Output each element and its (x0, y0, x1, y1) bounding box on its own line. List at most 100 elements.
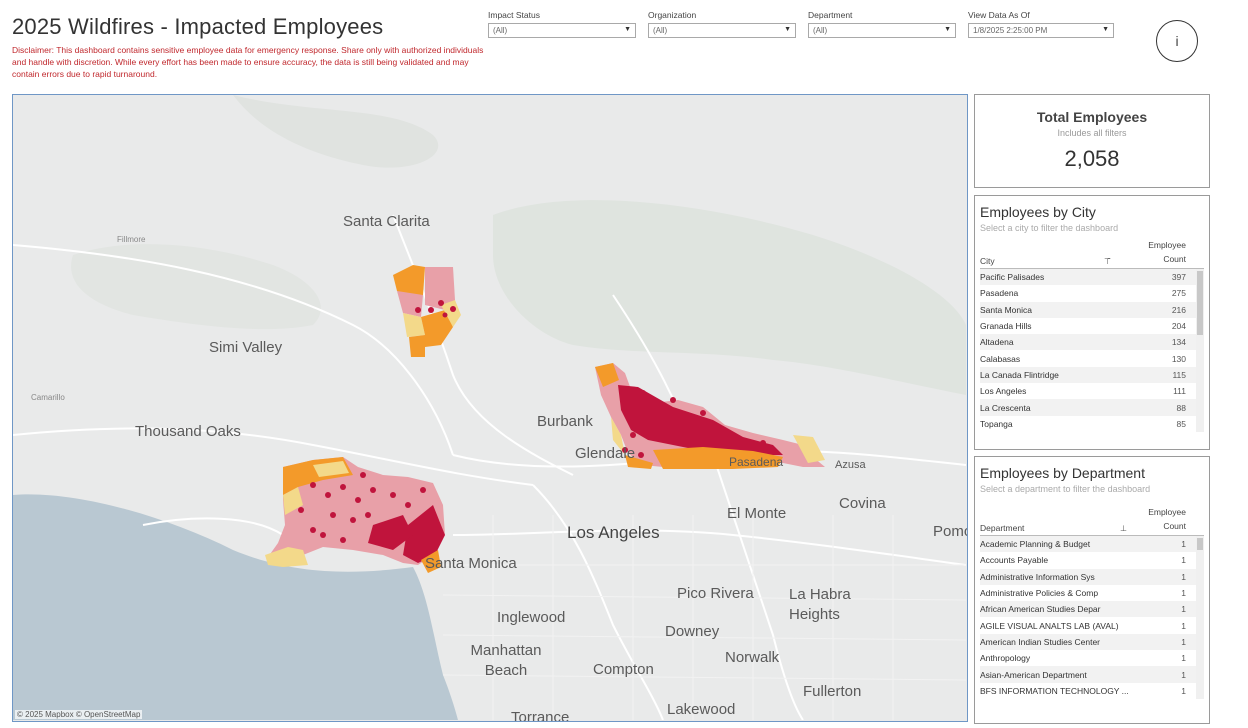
hill-shading (71, 244, 321, 330)
map-label-azusa: Azusa (835, 459, 866, 471)
department-count: 1 (1181, 604, 1186, 615)
table-row[interactable]: AGILE VISUAL ANALTS LAB (AVAL) 1 (980, 617, 1204, 633)
city-count: 85 (1176, 418, 1186, 429)
city-count: 204 (1171, 321, 1186, 332)
department-count: 1 (1181, 669, 1186, 680)
department-list-scrollbar[interactable] (1196, 536, 1204, 699)
department-count: 1 (1181, 588, 1186, 599)
city-count: 275 (1171, 288, 1186, 299)
department-name: AGILE VISUAL ANALTS LAB (AVAL) (980, 620, 1119, 631)
table-row[interactable]: Anthropology 1 (980, 650, 1204, 666)
department-select[interactable]: (All) ▼ (808, 23, 956, 38)
city-count-column-header[interactable]: Employee Count (1148, 240, 1186, 264)
map-label-burbank: Burbank (537, 413, 593, 430)
map-label-la-habra-heights: La Habra Heights (789, 586, 851, 623)
city-name: Pasadena (980, 288, 1019, 299)
map-label-pasadena: Pasadena (729, 455, 784, 469)
chevron-down-icon: ▼ (624, 26, 631, 33)
map-label-los-angeles: Los Angeles (567, 523, 660, 542)
table-row[interactable]: Granada Hills 204 (980, 318, 1204, 334)
total-employees-value: 2,058 (1064, 146, 1120, 171)
sort-icon[interactable]: ⊥ (1120, 524, 1127, 533)
city-name: Calabasas (980, 353, 1021, 364)
city-name: La Crescenta (980, 402, 1031, 413)
table-row[interactable]: Los Angeles 111 (980, 383, 1204, 399)
department-count: 1 (1181, 653, 1186, 664)
city-name: Granada Hills (980, 321, 1032, 332)
filter-view-data-as-of: View Data As Of 1/8/2025 2:25:00 PM ▼ (968, 10, 1114, 38)
total-employees-card: Total Employees Includes all filters 2,0… (974, 94, 1210, 188)
info-circle-icon[interactable]: i (1156, 20, 1198, 62)
fire-zone-eaton (595, 363, 825, 469)
impact-status-select[interactable]: (All) ▼ (488, 23, 636, 38)
table-row[interactable]: Academic Planning & Budget 1 (980, 536, 1204, 553)
city-name: Santa Monica (980, 304, 1032, 315)
map-attribution[interactable]: © 2025 Mapbox © OpenStreetMap (15, 710, 143, 719)
department-count: 1 (1181, 636, 1186, 647)
table-row[interactable]: Santa Monica 216 (980, 301, 1204, 318)
map-label-pomona: Pomona (933, 523, 967, 540)
select-value: 1/8/2025 2:25:00 PM (973, 26, 1048, 35)
department-name: Administrative Policies & Comp (980, 588, 1099, 599)
city-name: La Canada Flintridge (980, 369, 1059, 380)
map-label-inglewood: Inglewood (497, 609, 566, 626)
hill-shading (233, 95, 439, 168)
city-count: 397 (1171, 272, 1186, 283)
map-label-manhattan-beach: Manhattan Beach (470, 642, 542, 679)
department-name: African American Studies Depar (980, 604, 1101, 615)
department-count: 1 (1181, 555, 1186, 566)
filter-impact-status: Impact Status (All) ▼ (488, 10, 636, 38)
organization-select[interactable]: (All) ▼ (648, 23, 796, 38)
road-network (13, 214, 966, 720)
filter-organization: Organization (All) ▼ (648, 10, 796, 38)
scrollbar-thumb[interactable] (1197, 538, 1203, 550)
table-row[interactable]: Administrative Policies & Comp 1 (980, 585, 1204, 601)
table-row[interactable]: La Canada Flintridge 115 (980, 366, 1204, 384)
department-count-column-header[interactable]: Employee Count (1148, 507, 1186, 531)
city-name: Pacific Palisades (980, 272, 1045, 283)
table-row[interactable]: Topanga 85 (980, 416, 1204, 432)
table-row[interactable]: Pasadena 275 (980, 285, 1204, 301)
table-row[interactable]: Accounts Payable 1 (980, 552, 1204, 568)
table-row[interactable]: Asian-American Department 1 (980, 666, 1204, 683)
department-list: Academic Planning & Budget 1 Accounts Pay… (980, 536, 1204, 699)
table-row[interactable]: BFS INFORMATION TECHNOLOGY ... 1 (980, 683, 1204, 699)
city-count: 88 (1176, 402, 1186, 413)
map-label-norwalk: Norwalk (725, 649, 780, 666)
department-count: 1 (1181, 571, 1186, 582)
table-row[interactable]: African American Studies Depar 1 (980, 601, 1204, 618)
filter-label: View Data As Of (968, 10, 1030, 20)
city-list-scrollbar[interactable] (1196, 269, 1204, 432)
city-count: 111 (1173, 386, 1186, 397)
scrollbar-thumb[interactable] (1197, 271, 1203, 335)
map-label-camarillo: Camarillo (31, 393, 65, 402)
department-count: 1 (1181, 539, 1186, 550)
map-label-lakewood: Lakewood (667, 701, 736, 718)
table-row[interactable]: American Indian Studies Center 1 (980, 633, 1204, 651)
table-row[interactable]: La Crescenta 88 (980, 399, 1204, 416)
map-label-simi-valley: Simi Valley (209, 339, 283, 356)
city-card-title: Employees by City (980, 204, 1096, 220)
table-row[interactable]: Pacific Palisades 397 (980, 269, 1204, 286)
filter-department: Department (All) ▼ (808, 10, 956, 38)
department-column-header[interactable]: Department (980, 523, 1025, 533)
view-data-as-of-select[interactable]: 1/8/2025 2:25:00 PM ▼ (968, 23, 1114, 38)
map-label-el-monte: El Monte (727, 505, 787, 522)
department-name: Accounts Payable (980, 555, 1049, 566)
department-count: 1 (1181, 620, 1186, 631)
city-list-header: City ⊤̄ Employee Count (980, 239, 1204, 269)
table-row[interactable]: Administrative Information Sys 1 (980, 568, 1204, 585)
mountain-shading (493, 200, 966, 395)
chevron-down-icon: ▼ (1102, 26, 1109, 33)
disclaimer-text: Disclaimer: This dashboard contains sens… (12, 45, 484, 79)
city-column-header[interactable]: City (980, 256, 995, 266)
impact-map[interactable]: Santa Clarita Simi Valley Thousand Oaks … (12, 94, 968, 722)
city-count: 130 (1171, 353, 1186, 364)
table-row[interactable]: Calabasas 130 (980, 350, 1204, 366)
city-card-subtitle: Select a city to filter the dashboard (980, 223, 1119, 233)
table-row[interactable]: Altadena 134 (980, 334, 1204, 351)
department-card-subtitle: Select a department to filter the dashbo… (980, 484, 1151, 494)
select-value: (All) (813, 26, 828, 35)
map-label-fullerton: Fullerton (803, 683, 862, 700)
sort-icon[interactable]: ⊤̄ (1104, 257, 1111, 266)
